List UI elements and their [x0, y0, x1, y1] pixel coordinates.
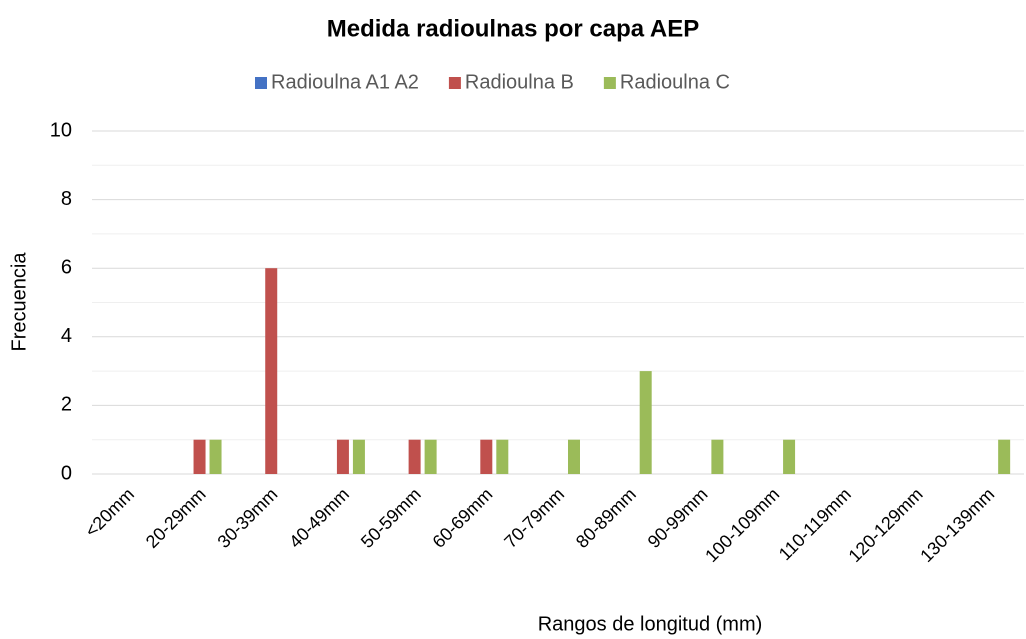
legend-swatch — [448, 77, 461, 89]
legend-swatch — [603, 77, 616, 89]
bar — [408, 439, 421, 474]
bar — [568, 439, 580, 474]
chart-title: Medida radioulnas por capa AEP — [327, 15, 700, 42]
x-tick-label: 100-109mm — [701, 484, 783, 566]
legend-label: Radioulna C — [620, 71, 730, 93]
x-tick-label: 50-59mm — [357, 484, 425, 552]
y-axis-label: Frecuencia — [8, 252, 30, 352]
x-axis-label: Rangos de longitud (mm) — [538, 613, 763, 635]
legend-label: Radioulna B — [465, 71, 574, 93]
x-tick-label: <20mm — [81, 484, 138, 541]
bar — [480, 439, 493, 474]
y-tick-label: 4 — [61, 325, 72, 347]
bar — [998, 439, 1011, 474]
y-tick-label: 8 — [61, 188, 72, 210]
bar — [424, 439, 437, 474]
bar — [265, 268, 278, 474]
y-tick-label: 10 — [50, 119, 72, 141]
y-tick-label: 6 — [61, 256, 72, 278]
legend-swatch — [255, 77, 267, 89]
x-tick-label: 130-139mm — [916, 484, 998, 566]
bar — [711, 439, 724, 474]
y-tick-label: 0 — [61, 462, 72, 484]
x-tick-label: 90-99mm — [644, 484, 712, 552]
legend-label: Radioulna A1 A2 — [271, 71, 419, 93]
bar — [336, 439, 349, 474]
bar — [193, 439, 206, 474]
x-tick-label: 70-79mm — [500, 484, 568, 552]
x-tick-label: 30-39mm — [214, 484, 282, 552]
x-tick-label: 60-69mm — [429, 484, 497, 552]
bar — [209, 439, 222, 474]
x-tick-label: 40-49mm — [285, 484, 353, 552]
bar — [496, 439, 509, 474]
x-tick-label: 120-129mm — [845, 484, 927, 566]
bar — [639, 371, 652, 474]
y-tick-label: 2 — [61, 394, 72, 416]
x-tick-label: 20-29mm — [142, 484, 210, 552]
x-tick-label: 80-89mm — [572, 484, 640, 552]
bar — [783, 439, 796, 474]
x-tick-label: 110-119mm — [775, 484, 855, 564]
bar — [352, 439, 365, 474]
